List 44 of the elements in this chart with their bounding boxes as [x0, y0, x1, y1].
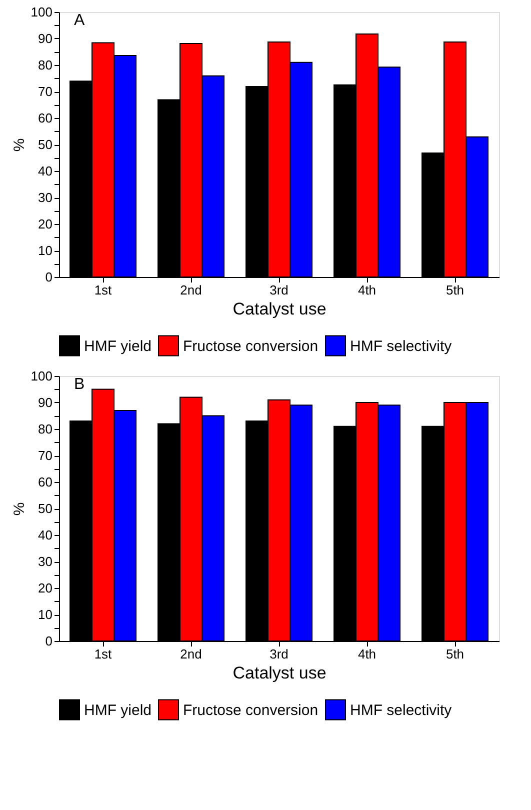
y-tick-label: 90 — [38, 31, 52, 46]
y-axis-title: % — [10, 502, 28, 516]
x-tick-label: 5th — [446, 282, 464, 298]
y-tick-label: 0 — [45, 634, 52, 648]
y-tick-label: 30 — [38, 190, 52, 205]
y-tick-label: 70 — [38, 84, 52, 99]
legend-label: HMF yield — [84, 702, 152, 719]
y-tick-label: 10 — [38, 243, 52, 258]
y-tick-label: 90 — [38, 395, 52, 410]
y-tick-label: 60 — [38, 474, 52, 490]
legend-label: Fructose conversion — [183, 702, 318, 719]
x-tick-label: 3rd — [270, 282, 288, 298]
x-axis-title: Catalyst use — [232, 664, 326, 682]
y-tick-label: 10 — [38, 607, 52, 622]
y-tick-label: 20 — [38, 216, 52, 232]
y-tick-label: 70 — [38, 448, 52, 463]
y-tick-label: 100 — [30, 368, 52, 384]
x-tick-label: 1st — [94, 282, 112, 298]
y-tick-label: 40 — [38, 164, 52, 178]
chart-title: B — [74, 376, 85, 393]
y-tick-label: 0 — [45, 270, 52, 284]
x-axis-title: Catalyst use — [232, 300, 326, 318]
y-tick-label: 50 — [38, 137, 52, 152]
y-tick-label: 20 — [38, 580, 52, 596]
legend-label: Fructose conversion — [183, 338, 318, 355]
y-tick-label: 100 — [30, 4, 52, 20]
y-tick-label: 80 — [38, 58, 52, 72]
legend-label: HMF selectivity — [350, 702, 452, 719]
x-tick-label: 1st — [94, 646, 112, 662]
x-tick-label: 2nd — [180, 282, 202, 298]
x-tick-label: 4th — [358, 282, 376, 298]
y-axis-title: % — [10, 138, 28, 152]
x-tick-label: 3rd — [270, 646, 288, 662]
y-tick-label: 40 — [38, 528, 52, 542]
legend-label: HMF yield — [84, 338, 152, 355]
y-tick-label: 50 — [38, 501, 52, 516]
y-tick-label: 60 — [38, 110, 52, 126]
x-tick-label: 2nd — [180, 646, 202, 662]
legend-label: HMF selectivity — [350, 338, 452, 355]
y-tick-label: 30 — [38, 554, 52, 569]
chart-title: A — [74, 12, 85, 29]
x-tick-label: 5th — [446, 646, 464, 662]
x-tick-label: 4th — [358, 646, 376, 662]
y-tick-label: 80 — [38, 422, 52, 436]
